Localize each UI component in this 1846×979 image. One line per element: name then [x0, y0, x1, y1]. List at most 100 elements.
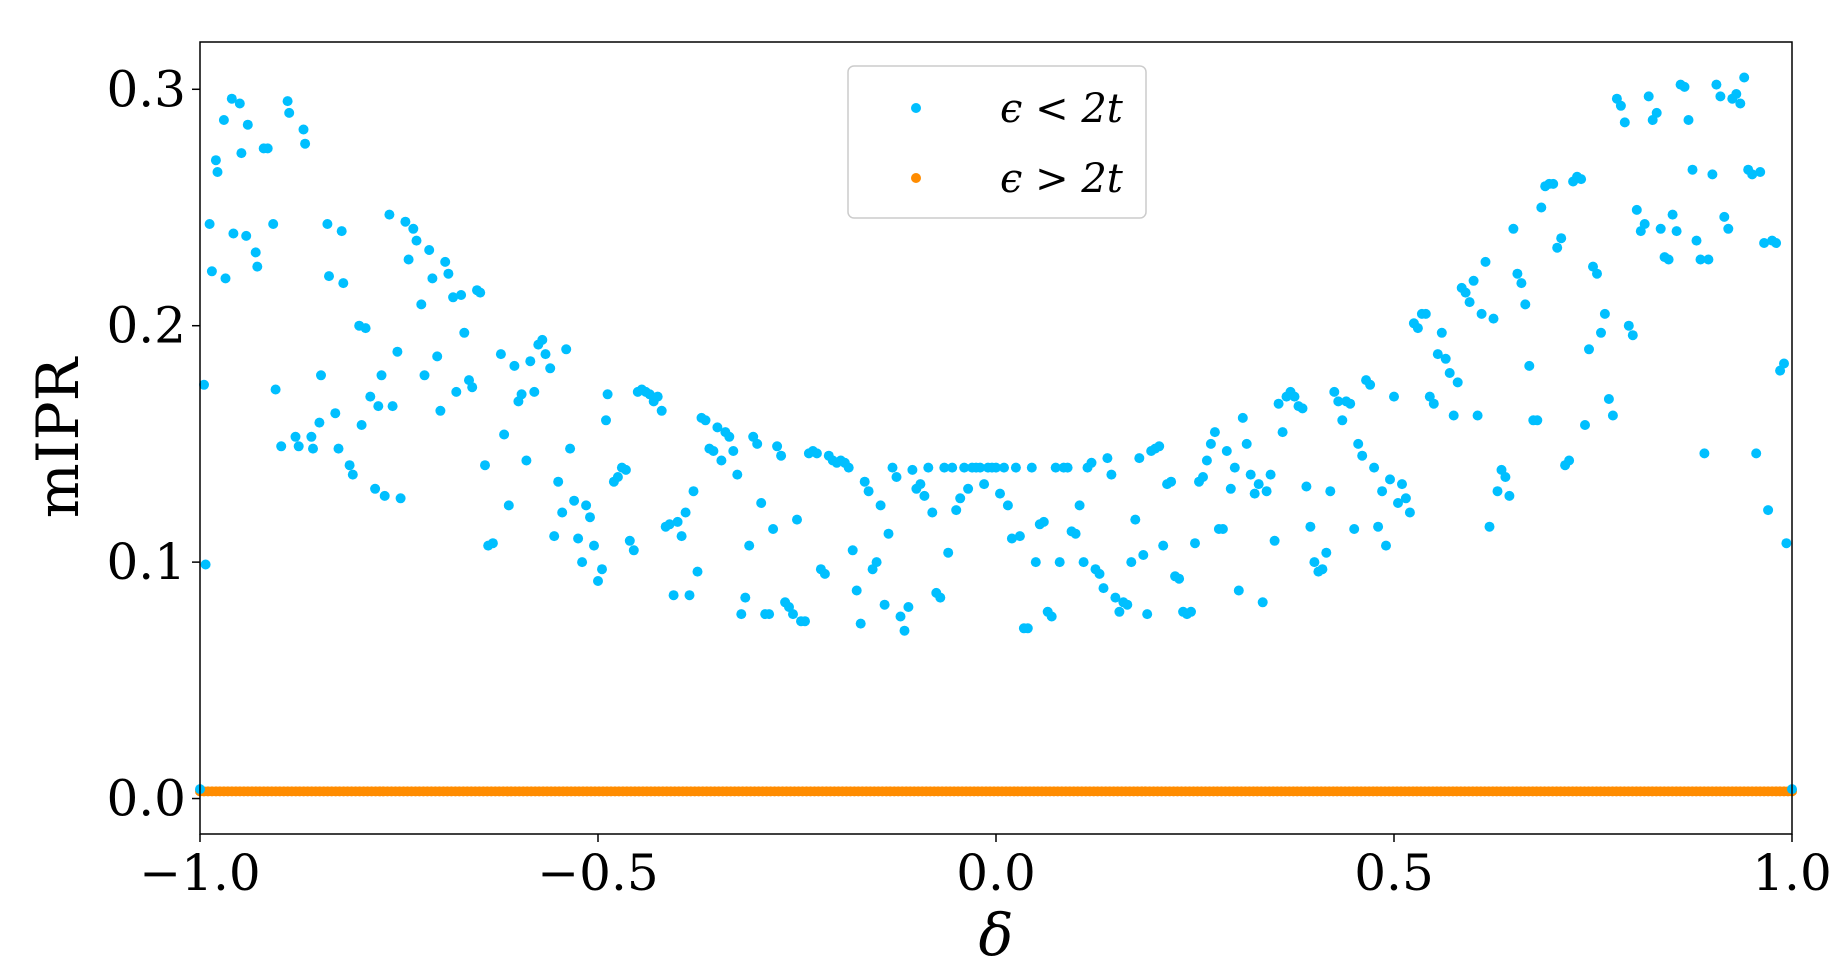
point-eps-lt-2t — [336, 226, 347, 237]
x-tick-label: −1.0 — [139, 844, 260, 902]
legend-label-eps-gt-2t: ϵ > 2t — [1000, 156, 1124, 202]
point-eps-lt-2t — [356, 420, 367, 430]
point-eps-lt-2t — [284, 107, 295, 118]
point-eps-lt-2t — [752, 438, 763, 449]
point-eps-lt-2t — [1607, 410, 1618, 421]
point-eps-lt-2t — [1663, 254, 1674, 265]
point-eps-lt-2t — [688, 486, 699, 497]
point-eps-lt-2t — [1735, 98, 1746, 109]
point-eps-lt-2t — [1245, 469, 1256, 480]
point-eps-lt-2t — [1174, 573, 1185, 584]
point-eps-lt-2t — [1715, 91, 1726, 102]
point-eps-lt-2t — [1205, 438, 1216, 449]
point-eps-lt-2t — [1237, 412, 1248, 423]
point-eps-lt-2t — [776, 450, 787, 461]
point-eps-lt-2t — [234, 98, 245, 109]
point-eps-lt-2t — [1130, 514, 1141, 525]
point-eps-lt-2t — [927, 507, 938, 518]
point-eps-lt-2t — [199, 379, 209, 390]
point-eps-lt-2t — [919, 490, 930, 501]
point-eps-lt-2t — [1333, 396, 1344, 407]
point-eps-lt-2t — [1719, 211, 1730, 222]
point-eps-lt-2t — [1345, 398, 1356, 409]
point-eps-lt-2t — [487, 538, 498, 549]
point-eps-lt-2t — [1516, 278, 1527, 289]
point-eps-lt-2t — [1627, 330, 1638, 341]
point-eps-lt-2t — [459, 327, 470, 338]
point-eps-lt-2t — [1576, 174, 1587, 185]
point-eps-lt-2t — [652, 391, 663, 402]
point-eps-lt-2t — [1771, 238, 1782, 248]
point-eps-lt-2t — [1556, 233, 1567, 244]
point-eps-lt-2t — [1707, 169, 1718, 180]
point-eps-lt-2t — [252, 261, 263, 272]
point-eps-lt-2t — [1166, 476, 1177, 487]
point-eps-lt-2t — [1420, 308, 1431, 319]
point-eps-lt-2t — [855, 618, 866, 629]
point-eps-lt-2t — [322, 219, 333, 229]
point-eps-lt-2t — [1050, 462, 1061, 473]
point-eps-lt-2t — [915, 479, 926, 490]
point-eps-lt-2t — [1385, 474, 1395, 485]
point-eps-lt-2t — [851, 585, 862, 596]
point-eps-lt-2t — [1412, 323, 1423, 334]
point-eps-lt-2t — [1596, 327, 1606, 338]
point-eps-lt-2t — [1201, 455, 1212, 466]
point-eps-lt-2t — [1054, 557, 1065, 568]
point-eps-lt-2t — [811, 448, 822, 459]
point-eps-lt-2t — [435, 405, 446, 416]
point-eps-lt-2t — [228, 228, 239, 239]
point-eps-lt-2t — [979, 479, 990, 490]
point-eps-lt-2t — [1329, 386, 1340, 397]
point-eps-lt-2t — [451, 386, 462, 397]
point-eps-lt-2t — [1508, 223, 1519, 234]
point-eps-lt-2t — [1759, 238, 1770, 248]
points-layer — [195, 72, 1797, 797]
point-eps-lt-2t — [1504, 490, 1515, 501]
point-eps-lt-2t — [1022, 623, 1033, 634]
point-eps-lt-2t — [330, 408, 341, 419]
y-tick-label: 0.3 — [106, 60, 186, 118]
point-eps-lt-2t — [1249, 488, 1260, 499]
point-eps-lt-2t — [736, 609, 747, 620]
point-eps-lt-2t — [557, 507, 568, 518]
point-eps-lt-2t — [1186, 606, 1196, 617]
point-eps-lt-2t — [206, 266, 217, 277]
point-eps-lt-2t — [1751, 448, 1762, 459]
point-eps-lt-2t — [448, 292, 459, 303]
point-eps-lt-2t — [1731, 89, 1742, 99]
point-eps-lt-2t — [293, 441, 304, 452]
point-eps-lt-2t — [1512, 268, 1523, 279]
point-eps-lt-2t — [344, 460, 355, 471]
point-eps-lt-2t — [521, 455, 532, 466]
legend-marker-blue — [911, 103, 921, 113]
point-eps-lt-2t — [601, 415, 611, 426]
y-axis-title: mIPR — [24, 355, 92, 518]
point-eps-lt-2t — [756, 498, 767, 508]
point-eps-lt-2t — [210, 155, 221, 166]
point-eps-lt-2t — [416, 299, 427, 310]
point-eps-lt-2t — [467, 382, 478, 393]
point-eps-lt-2t — [1325, 486, 1336, 497]
point-eps-lt-2t — [1114, 606, 1125, 617]
point-eps-lt-2t — [540, 349, 551, 360]
point-eps-lt-2t — [1373, 521, 1384, 532]
point-eps-lt-2t — [819, 568, 830, 579]
point-eps-lt-2t — [708, 446, 719, 456]
point-eps-lt-2t — [376, 370, 387, 381]
point-eps-lt-2t — [875, 500, 886, 511]
point-eps-lt-2t — [1464, 297, 1475, 308]
point-eps-lt-2t — [764, 609, 775, 620]
point-eps-lt-2t — [1253, 479, 1264, 490]
point-eps-lt-2t — [324, 271, 334, 282]
point-eps-lt-2t — [1631, 204, 1642, 215]
point-eps-lt-2t — [565, 443, 576, 454]
point-eps-lt-2t — [1309, 557, 1320, 568]
point-eps-lt-2t — [620, 464, 631, 475]
point-eps-lt-2t — [732, 469, 743, 480]
point-eps-lt-2t — [1781, 538, 1792, 549]
point-eps-lt-2t — [308, 443, 318, 454]
point-eps-lt-2t — [676, 531, 687, 542]
point-eps-lt-2t — [1428, 398, 1439, 409]
